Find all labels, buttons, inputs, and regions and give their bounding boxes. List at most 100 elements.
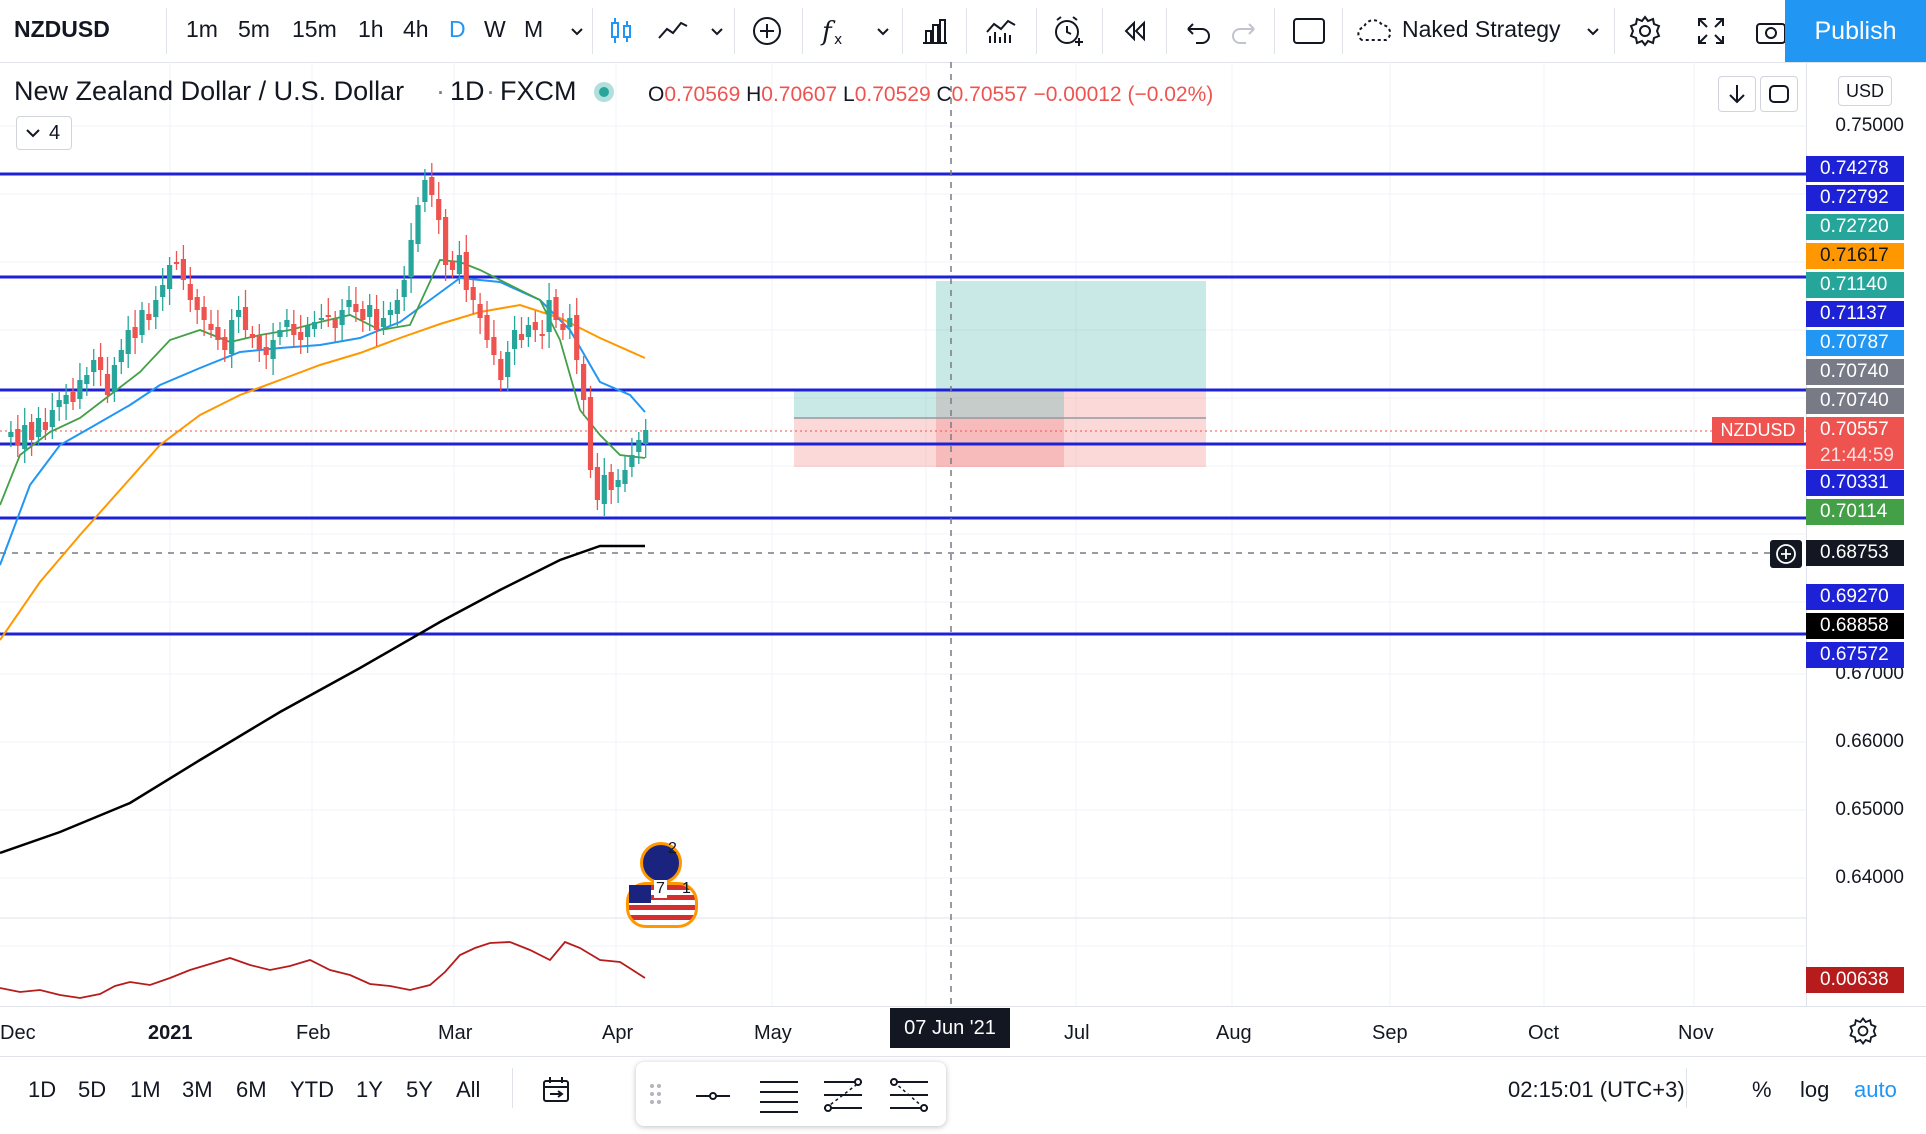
horizontal-ray-icon[interactable] [690, 1072, 736, 1118]
bottom-toolbar [0, 1056, 1926, 1123]
title-dot: · [486, 76, 495, 106]
toolbar-divider [592, 8, 593, 54]
timeframe-m[interactable]: M [524, 16, 544, 42]
price-tag: 0.71617 [1806, 243, 1904, 269]
price-scale-label: 0.75000 [1835, 115, 1904, 136]
top-toolbar [0, 0, 1926, 63]
layout-icon[interactable] [1290, 12, 1328, 50]
chart-exchange[interactable]: FXCM [500, 76, 577, 106]
percent-scale-toggle[interactable]: % [1752, 1077, 1772, 1102]
time-label: Oct [1528, 1022, 1560, 1044]
clock-timezone[interactable]: 02:15:01 (UTC+3) [1508, 1077, 1685, 1102]
svg-text:x: x [834, 32, 842, 48]
candle-body [249, 334, 255, 338]
price-chart[interactable] [0, 62, 1926, 1056]
candle-body [601, 475, 607, 504]
sync-icon[interactable] [1760, 76, 1798, 112]
financials-icon[interactable] [916, 12, 954, 50]
candle-body [436, 199, 442, 220]
candle-body [125, 330, 131, 354]
strategy-name[interactable]: Naked Strategy [1402, 16, 1561, 42]
time-label: Apr [602, 1022, 634, 1044]
auto-scale-toggle[interactable]: auto [1854, 1077, 1897, 1102]
download-icon[interactable] [1718, 76, 1756, 112]
range-all[interactable]: All [456, 1077, 481, 1102]
candles-icon[interactable] [602, 12, 640, 50]
log-scale-toggle[interactable]: log [1800, 1077, 1830, 1102]
drag-handle-icon[interactable] [646, 1080, 666, 1110]
range-5d[interactable]: 5D [78, 1077, 107, 1102]
candle-body [49, 410, 55, 427]
fib-retracement-icon[interactable] [820, 1072, 866, 1118]
timeframe-1h[interactable]: 1h [358, 16, 384, 42]
candle-body [215, 327, 221, 340]
range-ytd[interactable]: YTD [290, 1077, 334, 1102]
alert-icon[interactable] [1050, 12, 1088, 50]
candle-body [15, 429, 21, 445]
toolbar-divider [512, 1068, 513, 1108]
range-3m[interactable]: 3M [182, 1077, 213, 1102]
fib-extension-icon[interactable] [886, 1072, 932, 1118]
parallel-lines-icon[interactable] [756, 1072, 802, 1118]
symbol-search[interactable]: NZDUSD [14, 16, 110, 42]
candle-body [532, 322, 538, 330]
range-1d[interactable]: 1D [28, 1077, 57, 1102]
candle-body [560, 324, 566, 330]
candle-body [98, 357, 104, 370]
price-tag: 0.70740 [1806, 388, 1904, 414]
range-5y[interactable]: 5Y [406, 1077, 433, 1102]
chart-interval[interactable]: 1D [450, 76, 485, 106]
candle-body [546, 300, 552, 332]
currency-button[interactable]: USD [1838, 76, 1892, 106]
price-scale-label: 0.67000 [1835, 663, 1904, 684]
timeframe-d-active[interactable]: D [449, 16, 466, 42]
candle-body [236, 310, 242, 317]
add-alert-icon[interactable] [1770, 540, 1802, 568]
chevron-down-icon[interactable] [1574, 12, 1612, 50]
candle-body [456, 255, 462, 274]
market-status-icon[interactable] [594, 82, 614, 102]
range-6m[interactable]: 6M [236, 1077, 267, 1102]
candle-body [643, 430, 649, 444]
undo-icon[interactable] [1178, 12, 1216, 50]
chevron-down-icon[interactable] [558, 12, 596, 50]
price-scale-label: 0.64000 [1835, 867, 1904, 888]
replay-icon[interactable] [1116, 12, 1154, 50]
chart-settings-gear-icon[interactable] [1846, 1014, 1880, 1048]
level-lines [0, 172, 1806, 636]
goto-date-icon[interactable] [538, 1072, 574, 1108]
candle-body [380, 318, 387, 327]
candle-body [291, 324, 297, 335]
candle-body [629, 455, 635, 467]
timeframe-1m[interactable]: 1m [186, 16, 218, 42]
candle-body [111, 365, 117, 392]
fullscreen-icon[interactable] [1692, 12, 1730, 50]
candle-body [180, 259, 186, 280]
candlestick-series [8, 163, 649, 516]
templates-icon[interactable] [982, 12, 1020, 50]
chevron-down-icon[interactable] [864, 12, 902, 50]
chart-title[interactable]: New Zealand Dollar / U.S. Dollar [14, 76, 405, 106]
chevron-down-icon[interactable] [698, 12, 736, 50]
nz-economic-event-icon[interactable] [640, 842, 682, 884]
ohlc-values: O0.70569 H0.70607 L0.70529 C0.70557 −0.0… [648, 83, 1214, 106]
indicators-collapse-button[interactable]: 4 [16, 116, 72, 150]
gear-icon[interactable] [1626, 12, 1664, 50]
line-chart-icon[interactable] [654, 12, 692, 50]
add-compare-icon[interactable] [748, 12, 786, 50]
timeframe-w[interactable]: W [484, 16, 506, 42]
timeframe-15m[interactable]: 15m [292, 16, 337, 42]
candle-body [146, 314, 152, 320]
timeframe-5m[interactable]: 5m [238, 16, 270, 42]
range-1y[interactable]: 1Y [356, 1077, 383, 1102]
candle-body [394, 300, 400, 314]
candle-body [29, 422, 35, 440]
candle-body [470, 287, 476, 300]
publish-button[interactable]: Publish [1785, 0, 1926, 62]
toolbar-divider [166, 8, 167, 54]
redo-icon[interactable] [1226, 12, 1264, 50]
timeframe-4h[interactable]: 4h [403, 16, 429, 42]
cloud-icon[interactable] [1352, 12, 1396, 50]
range-1m[interactable]: 1M [130, 1077, 161, 1102]
